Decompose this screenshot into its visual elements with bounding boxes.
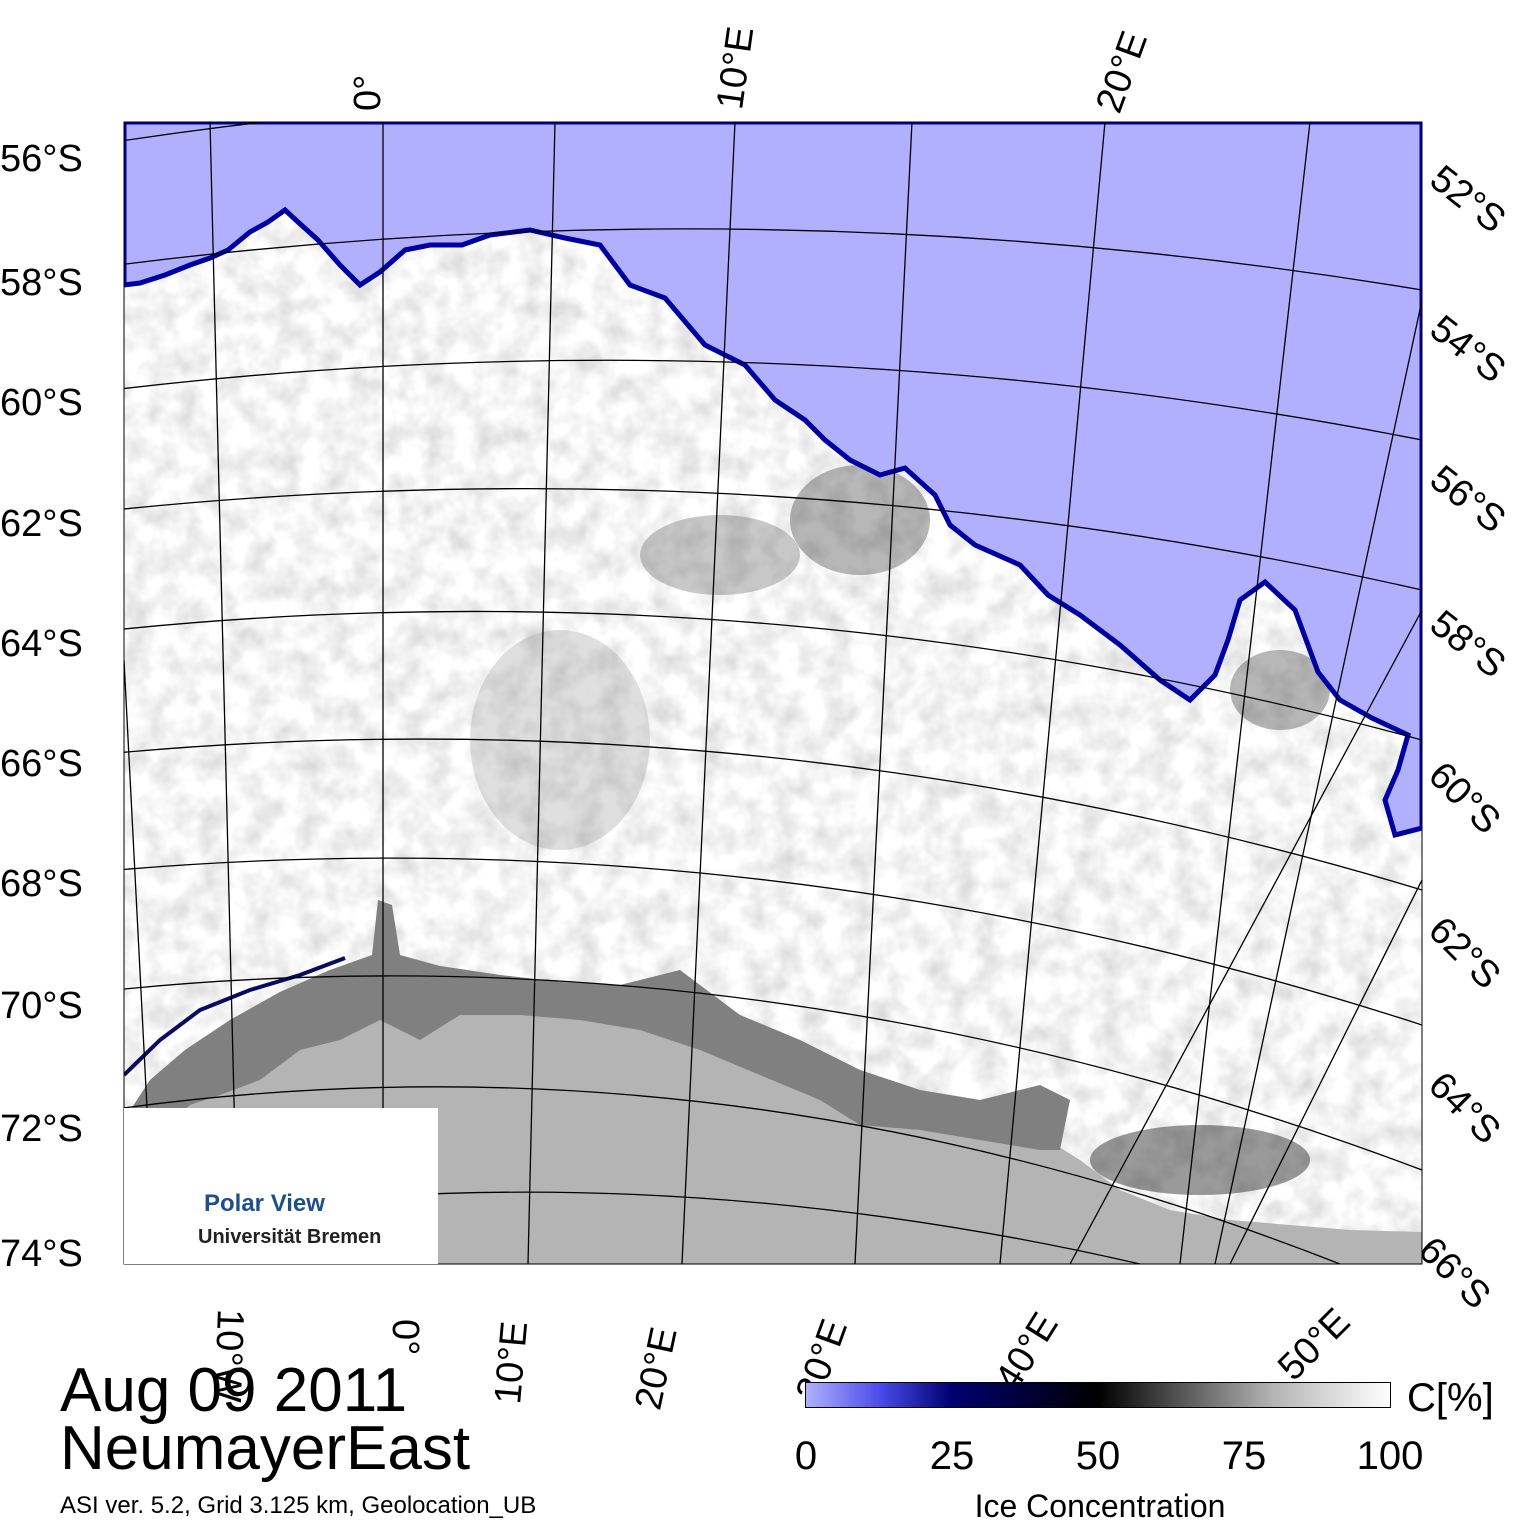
product-info: ASI ver. 5.2, Grid 3.125 km, Geolocation… (60, 1492, 537, 1519)
region-label: NeumayerEast (60, 1414, 471, 1483)
lat-label-left: 64°S (0, 623, 83, 665)
colorbar-tick: 100 (1356, 1434, 1424, 1478)
low-concentration-patch (790, 465, 930, 575)
lat-label-left: 56°S (0, 138, 83, 180)
ice-shelf-area (124, 900, 1070, 1160)
lon-label-top: 0° (347, 74, 389, 111)
lon-label-bottom: 10°E (487, 1319, 537, 1406)
map-frame (123, 121, 1423, 1265)
colorbar-tick: 75 (1221, 1434, 1267, 1478)
lat-label-left: 60°S (0, 382, 83, 424)
lat-label-left: 68°S (0, 863, 83, 905)
low-concentration-patch (640, 515, 800, 595)
colorbar-tick: 50 (1075, 1434, 1121, 1478)
low-concentration-patch (470, 630, 650, 850)
coastal-ice-edge (124, 956, 346, 1077)
logo-institution: Universität Bremen (198, 1226, 382, 1248)
land-area (124, 962, 1422, 1264)
longitude-lines (124, 122, 1422, 1264)
logo-title: Polar View (204, 1190, 325, 1217)
lat-label-left: 58°S (0, 262, 83, 304)
colorbar-title: Ice Concentration (974, 1488, 1226, 1524)
low-concentration-patch (1090, 1125, 1310, 1195)
lat-label-left: 66°S (0, 743, 83, 785)
open-water-region (124, 122, 1422, 839)
colorbar-tick: 25 (929, 1434, 975, 1478)
logo-panel: Polar View Universität Bremen (124, 1108, 438, 1264)
lon-label-bottom: 0° (384, 1319, 426, 1356)
colorbar-unit: C[%] (1407, 1376, 1494, 1420)
date-label: Aug 09 2011 (60, 1356, 408, 1425)
lat-label-left: 72°S (0, 1108, 83, 1150)
lat-label-left: 74°S (0, 1233, 83, 1275)
lat-label-left: 62°S (0, 503, 83, 545)
colorbar-tick: 0 (794, 1434, 818, 1478)
lat-label-left: 70°S (0, 985, 83, 1027)
colorbar (805, 1382, 1391, 1408)
